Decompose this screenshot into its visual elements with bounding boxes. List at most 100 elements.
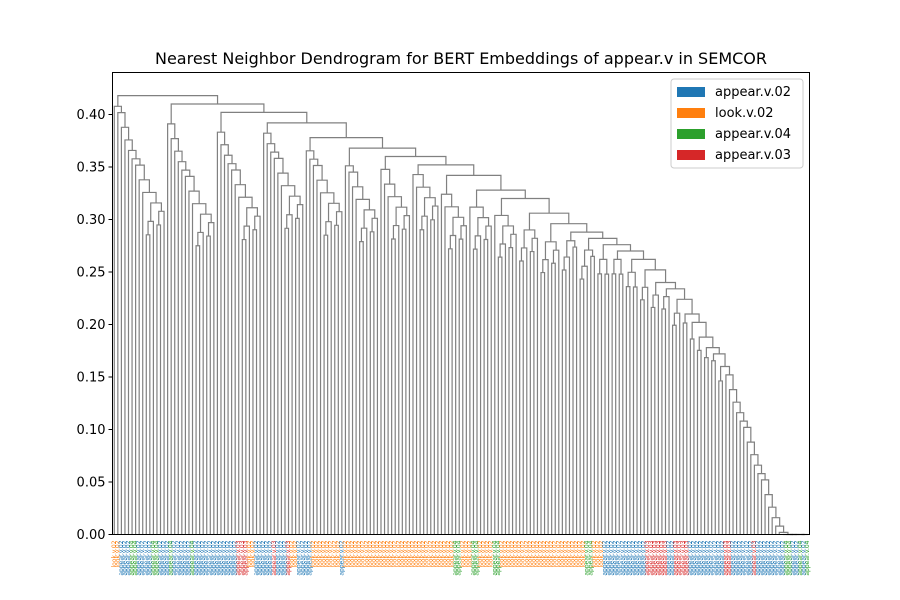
legend-box (670, 78, 804, 169)
dendrogram-link (531, 237, 539, 535)
leaf-label: appear.v.02 (299, 540, 306, 575)
y-axis: 0.00 0.05 0.10 0.15 0.20 0.25 0.30 0.35 0.40 (77, 108, 113, 543)
leaf-label: appear.v.02 (210, 540, 217, 575)
dendrogram-link (412, 173, 424, 535)
leaf-label: look.v.02 (363, 540, 370, 567)
leaf-label: appear.v.04 (804, 540, 811, 575)
dendrogram-link (458, 238, 464, 535)
leaf-label: look.v.02 (580, 540, 587, 567)
dendrogram-link (460, 225, 467, 535)
dendrogram-link (703, 357, 709, 535)
leaf-label: appear.v.02 (623, 540, 630, 575)
leaf-label: look.v.02 (385, 540, 392, 567)
leaf-label: look.v.02 (342, 540, 349, 567)
legend-label: appear.v.04 (715, 127, 791, 142)
dendrogram-link (371, 217, 379, 535)
legend-label: appear.v.02 (715, 85, 791, 100)
dendrogram-link (599, 258, 608, 275)
leaf-label: appear.v.04 (456, 540, 463, 575)
leaf-label: appear.v.02 (669, 540, 676, 575)
dendrogram-link (286, 214, 293, 535)
leaf-label: look.v.02 (356, 540, 363, 567)
dendrogram-link (519, 260, 524, 535)
dendrogram-link (309, 158, 319, 535)
leaf-label: look.v.02 (413, 540, 420, 567)
legend: appear.v.02 look.v.02 appear.v.04 appear.v.… (670, 78, 804, 169)
dendrogram-link (280, 185, 296, 535)
leaf-label: look.v.02 (381, 540, 388, 567)
leaf-label: appear.v.03 (651, 540, 658, 575)
leaf-label: appear.v.02 (605, 540, 612, 575)
leaf-label: look.v.02 (289, 540, 296, 567)
leaf-label: look.v.02 (249, 540, 256, 567)
leaf-label: appear.v.03 (235, 540, 242, 575)
dendrogram-link (764, 494, 773, 535)
dendrogram-link (401, 228, 407, 535)
leaf-label: look.v.02 (392, 540, 399, 567)
dendrogram-link (273, 157, 284, 535)
leaf-label: look.v.02 (520, 540, 527, 567)
leaf-label: appear.v.02 (214, 540, 221, 575)
leaf-label: appear.v.04 (587, 540, 594, 575)
dendrogram-link (760, 479, 770, 535)
dendrogram-link (474, 235, 482, 535)
dendrogram-link (241, 238, 247, 535)
leaf-label: appear.v.04 (474, 540, 481, 575)
dendrogram-link (597, 273, 603, 535)
leaf-label: look.v.02 (310, 540, 317, 567)
dendrogram-link (227, 163, 237, 535)
dendrogram-link (254, 215, 261, 535)
leaf-label: appear.v.02 (125, 540, 132, 575)
leaf-label: appear.v.02 (630, 540, 637, 575)
leaf-label: appear.v.02 (747, 540, 754, 575)
leaf-label: appear.v.02 (221, 540, 228, 575)
leaf-label: appear.v.03 (239, 540, 246, 575)
leaf-label: look.v.02 (506, 540, 513, 567)
dendrogram-link (252, 229, 258, 535)
dendrogram-link (135, 164, 145, 535)
leaf-label: appear.v.02 (278, 540, 285, 575)
leaf-label: look.v.02 (246, 540, 253, 567)
dendrogram-link (613, 258, 622, 275)
leaf-label: look.v.02 (562, 540, 569, 567)
dendrogram-link (625, 285, 631, 535)
leaf-label: appear.v.02 (602, 540, 609, 575)
leaf-label: appear.v.02 (754, 540, 761, 575)
leaf-label: look.v.02 (502, 540, 509, 567)
dendrogram-link (395, 206, 408, 226)
leaf-label: appear.v.02 (666, 540, 673, 575)
leaf-label: appear.v.02 (765, 540, 772, 575)
dendrogram-link (602, 244, 632, 260)
leaf-label: look.v.02 (523, 540, 530, 567)
leaf-label: appear.v.04 (470, 540, 477, 575)
legend-label: appear.v.03 (715, 148, 791, 163)
dendrogram-link (719, 365, 731, 381)
leaf-label: look.v.02 (292, 540, 299, 567)
leaf-label: look.v.02 (516, 540, 523, 567)
dendrogram-link (552, 249, 560, 535)
dendrogram-link (266, 122, 347, 138)
y-tick-label: 0.35 (77, 161, 106, 176)
leaf-label: appear.v.04 (495, 540, 502, 575)
dendrogram-link (500, 197, 550, 216)
leaf-label: appear.v.02 (776, 540, 783, 575)
leaf-label: look.v.02 (324, 540, 331, 567)
dendrogram-link (391, 238, 396, 535)
leaf-label: look.v.02 (594, 540, 601, 567)
dendrogram-link (327, 202, 340, 222)
leaf-label: look.v.02 (331, 540, 338, 567)
leaf-label: appear.v.03 (285, 540, 292, 575)
leaf-label: look.v.02 (353, 540, 360, 567)
leaf-label: look.v.02 (374, 540, 381, 567)
leaf-label: look.v.02 (360, 540, 367, 567)
dendrogram-link (778, 531, 789, 535)
dendrogram-link (445, 174, 502, 195)
leaf-label: appear.v.02 (171, 540, 178, 575)
dendrogram-link (117, 95, 219, 107)
dendrogram-link (234, 184, 247, 535)
dendrogram-link (499, 243, 507, 535)
leaf-label: look.v.02 (349, 540, 356, 567)
leaf-label: appear.v.02 (267, 540, 274, 575)
leaf-label: appear.v.02 (715, 540, 722, 575)
leaf-label: appear.v.02 (708, 540, 715, 575)
